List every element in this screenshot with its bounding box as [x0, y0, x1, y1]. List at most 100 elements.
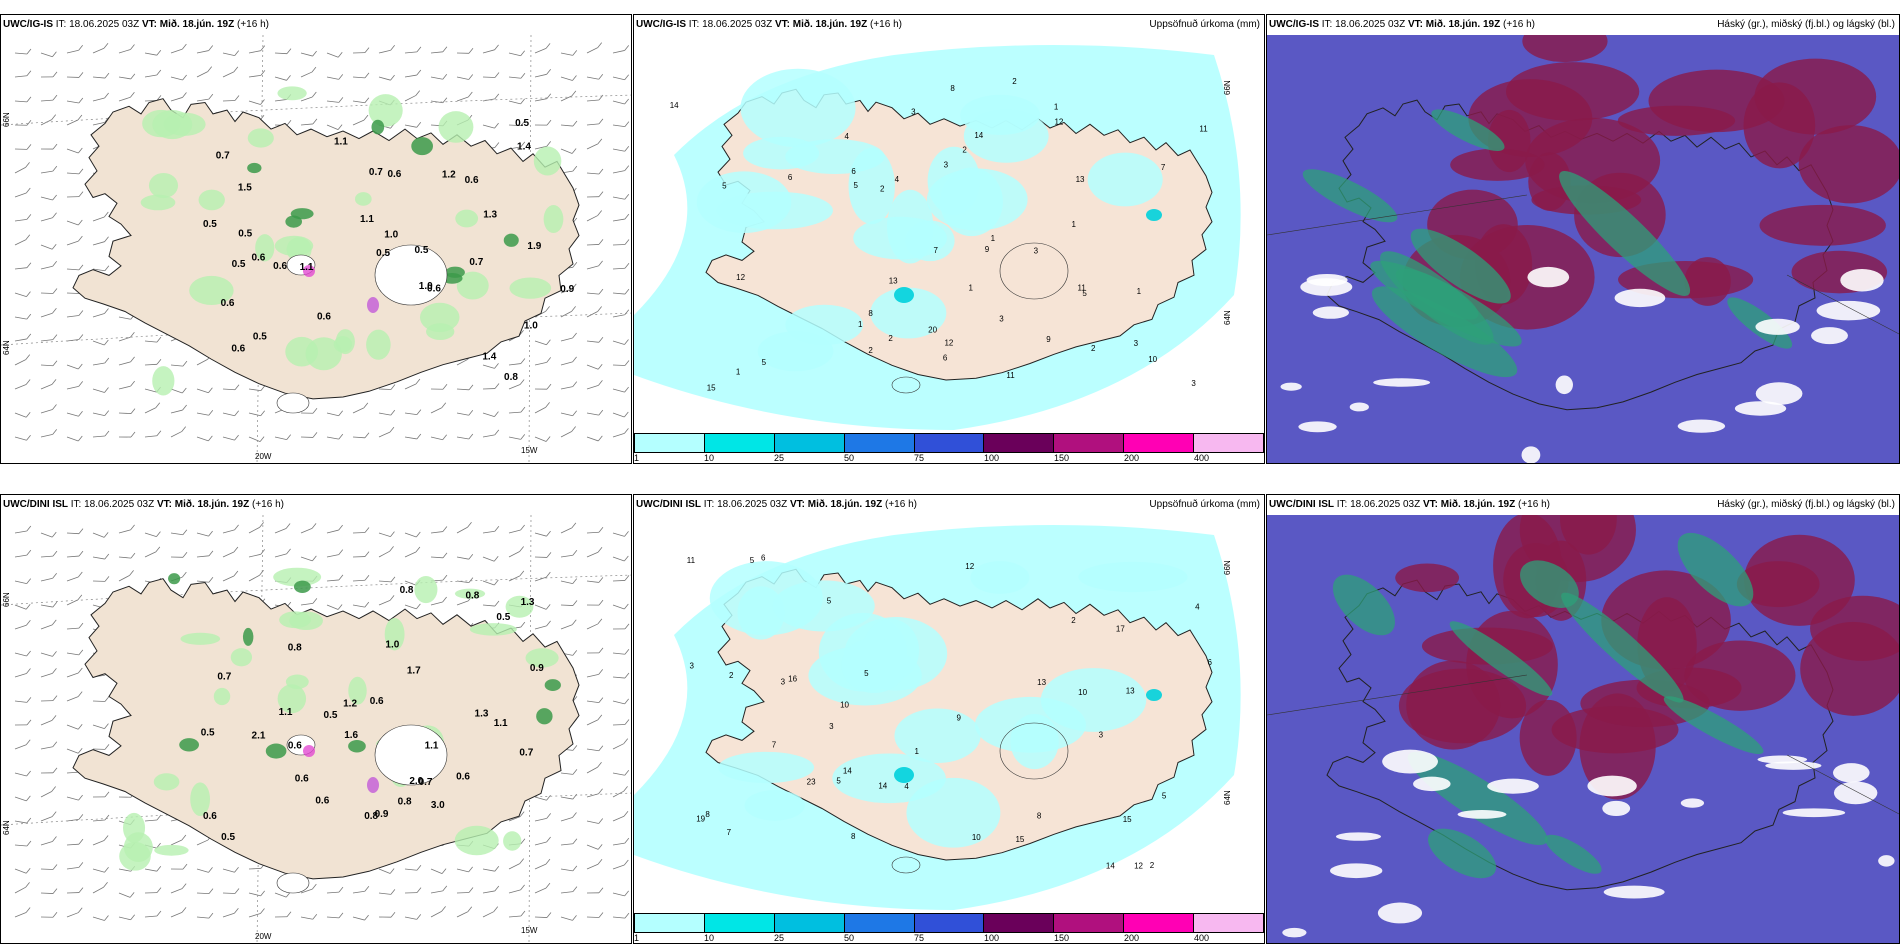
colorbar-swatch [1054, 914, 1125, 932]
wind-barb [456, 433, 474, 440]
precip-value-label: 11 [687, 556, 696, 565]
wind-value-label: 2.1 [252, 731, 266, 742]
wind-barb [92, 532, 109, 538]
colorbar-tick-label: 200 [1124, 453, 1140, 463]
wind-barb [274, 75, 291, 81]
wind-barb [352, 885, 370, 894]
precip-value-label: 2 [888, 334, 893, 343]
wind-barb [196, 435, 213, 442]
wind-barb [430, 906, 446, 918]
precip-value-label: 3 [1134, 339, 1139, 348]
wind-barb [66, 838, 84, 846]
wind-barb [586, 364, 603, 370]
wind-barb [14, 262, 32, 270]
wind-map[interactable]: 0.8 0.6 3.0 2.0 0.5 1.1 0.9 1.3 0.6 0.7 1.6 1.1 0.6 0… [1, 515, 632, 944]
precip-value-label: 2 [1091, 344, 1096, 353]
wind-barb [586, 547, 603, 558]
precip-value-label: 3 [999, 315, 1004, 324]
wind-barb [14, 313, 32, 320]
wind-barb [40, 741, 58, 750]
wind-barb [222, 888, 240, 894]
wind-barb [66, 887, 84, 894]
wind-barb [92, 265, 110, 272]
wind-barb [66, 528, 84, 535]
wind-barb [352, 114, 369, 126]
precip-value-label: 2 [880, 184, 885, 193]
wind-barb [352, 432, 370, 439]
panel-ig-wind: UWC/IG-IS IT: 18.06.2025 03Z VT: Mið. 18… [0, 14, 632, 464]
precip-value-label: 9 [957, 713, 962, 722]
wind-barb [404, 531, 421, 538]
wind-barb [612, 45, 630, 54]
wind-barb [40, 619, 57, 630]
wind-barb [66, 381, 84, 390]
wind-barb [274, 891, 291, 898]
wind-barb [118, 380, 135, 390]
precip-value-label: 2 [1150, 861, 1155, 870]
cloud-map[interactable] [1267, 35, 1900, 464]
wind-barb [170, 907, 187, 918]
wind-barb [508, 546, 524, 558]
precip-value-label: 5 [762, 358, 767, 367]
colorbar-swatch [984, 914, 1055, 932]
wind-barb [560, 865, 578, 872]
colorbar-swatch [774, 434, 845, 452]
wind-barb [352, 527, 370, 534]
wind-barb [40, 334, 58, 342]
precip-value-label: 5 [750, 556, 755, 565]
wind-barb [248, 570, 264, 582]
wind-value-label: 1.6 [344, 730, 358, 741]
wind-barb [300, 407, 318, 414]
wind-barb [170, 360, 188, 367]
wind-barb [534, 571, 551, 582]
wind-barb [170, 74, 187, 81]
wind-barb [144, 430, 162, 438]
wind-barb [40, 143, 58, 150]
precip-value-label: 3 [944, 160, 949, 169]
wind-barb [586, 409, 604, 416]
wind-value-label: 0.5 [238, 229, 252, 240]
wind-barb [14, 70, 32, 78]
wind-barb [612, 98, 629, 105]
wind-barb [14, 795, 31, 802]
wind-barb [40, 194, 57, 201]
wind-barb [14, 719, 32, 726]
wind-barb [14, 411, 31, 418]
wind-barb [404, 887, 422, 894]
wind-barb [586, 210, 603, 222]
wind-barb [612, 912, 630, 919]
wind-barb [482, 556, 499, 562]
wind-value-label: 0.6 [387, 169, 401, 180]
wind-barb [612, 890, 629, 897]
wind-barb [430, 383, 448, 390]
precip-value-label: 1 [858, 320, 863, 329]
wind-barb [534, 795, 551, 801]
panel-title: Uppsöfnuð úrkoma (mm) [1149, 19, 1260, 30]
precip-value-label: 14 [878, 782, 887, 791]
wind-barb [534, 383, 552, 390]
wind-barb [274, 548, 291, 558]
wind-barb [560, 332, 577, 342]
wind-barb [196, 867, 213, 873]
cloud-map[interactable] [1267, 515, 1900, 944]
wind-map[interactable]: 0.80.61.00.71.01.50.51.10.60.7 1.21.40.61… [1, 35, 632, 464]
wind-barb [118, 73, 136, 80]
wind-barb [586, 618, 603, 630]
precip-value-label: 3 [690, 661, 695, 670]
wind-barb [534, 620, 551, 630]
mid-cloud [1302, 109, 1793, 378]
wind-value-label: 1.0 [385, 640, 399, 651]
wind-barb [534, 436, 551, 442]
wind-barb [508, 379, 525, 390]
precip-value-label: 3 [1034, 246, 1039, 255]
wind-barb [482, 906, 499, 918]
wind-barb [534, 813, 552, 822]
wind-barb [40, 572, 57, 582]
precip-value-label: 6 [1207, 658, 1212, 667]
wind-barb [118, 331, 135, 342]
wind-barb [404, 46, 422, 54]
precip-value-label: 10 [1078, 688, 1087, 697]
wind-barb [170, 552, 188, 558]
